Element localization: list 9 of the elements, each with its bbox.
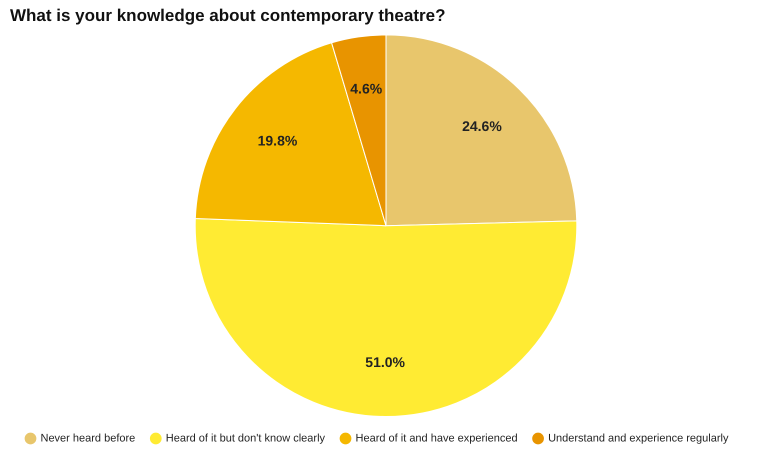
data-label: 51.0%: [365, 354, 406, 370]
legend-label: Heard of it but don't know clearly: [166, 432, 326, 445]
legend-label: Understand and experience regularly: [548, 432, 729, 445]
legend-label: Heard of it and have experienced: [356, 432, 518, 445]
data-label: 4.6%: [350, 80, 383, 97]
data-label: 19.8%: [258, 132, 298, 148]
chart-title: What is your knowledge about contemporary theatre?: [10, 6, 446, 25]
data-label: 24.6%: [462, 118, 502, 134]
legend-label: Never heard before: [40, 432, 136, 445]
